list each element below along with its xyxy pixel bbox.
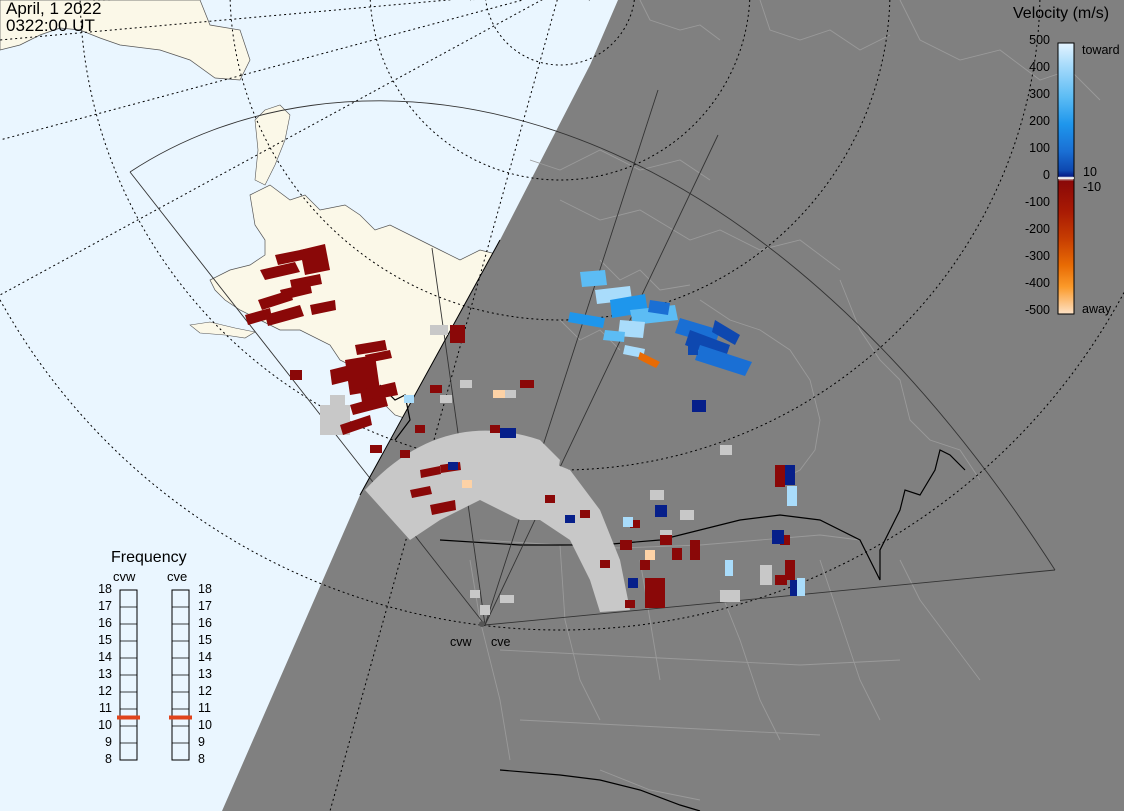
date-label: April, 1 2022 [6,0,101,17]
colorbar-toward-label: toward [1082,43,1120,57]
frequency-tick-right: 11 [198,701,211,715]
colorbar-tick-label: -300 [1010,249,1050,263]
radar-site-marker [479,621,485,627]
frequency-tick-left: 15 [90,633,112,647]
frequency-tick-left: 18 [90,582,112,596]
frequency-tick-right: 18 [198,582,212,596]
frequency-radar-label-cvw: cvw [113,569,135,584]
colorbar-inner-tick-pos: 10 [1083,165,1097,179]
colorbar-tick-label: 0 [1010,168,1050,182]
colorbar-tick-label: 100 [1010,141,1050,155]
colorbar-away-label: away [1082,302,1111,316]
frequency-tick-left: 16 [90,616,112,630]
frequency-tick-right: 15 [198,633,212,647]
frequency-tick-right: 12 [198,684,212,698]
colorbar-tick-label: -400 [1010,276,1050,290]
frequency-tick-right: 14 [198,650,212,664]
colorbar-tick-label: 300 [1010,87,1050,101]
frequency-tick-left: 9 [90,735,112,749]
colorbar-tick-label: 500 [1010,33,1050,47]
site-label-cve: cve [491,635,510,649]
colorbar-tick-label: -200 [1010,222,1050,236]
frequency-tick-right: 9 [198,735,205,749]
frequency-tick-right: 17 [198,599,212,613]
frequency-tick-left: 14 [90,650,112,664]
colorbar-tick-label: 400 [1010,60,1050,74]
site-label-cvw: cvw [450,635,472,649]
frequency-tick-left: 10 [90,718,112,732]
frequency-tick-left: 17 [90,599,112,613]
colorbar-tick-label: -100 [1010,195,1050,209]
colorbar-tick-label: -500 [1010,303,1050,317]
frequency-title: Frequency [111,549,187,567]
colorbar-tick-label: 200 [1010,114,1050,128]
frequency-tick-right: 8 [198,752,205,766]
time-label: 0322:00 UT [6,17,95,34]
frequency-tick-left: 13 [90,667,112,681]
frequency-tick-right: 10 [198,718,212,732]
frequency-tick-left: 8 [90,752,112,766]
frequency-tick-left: 12 [90,684,112,698]
frequency-tick-right: 16 [198,616,212,630]
frequency-radar-label-cve: cve [167,569,187,584]
colorbar-title: Velocity (m/s) [1013,5,1109,23]
frequency-tick-right: 13 [198,667,212,681]
frequency-tick-left: 11 [90,701,112,715]
colorbar-inner-tick-neg: -10 [1083,180,1101,194]
